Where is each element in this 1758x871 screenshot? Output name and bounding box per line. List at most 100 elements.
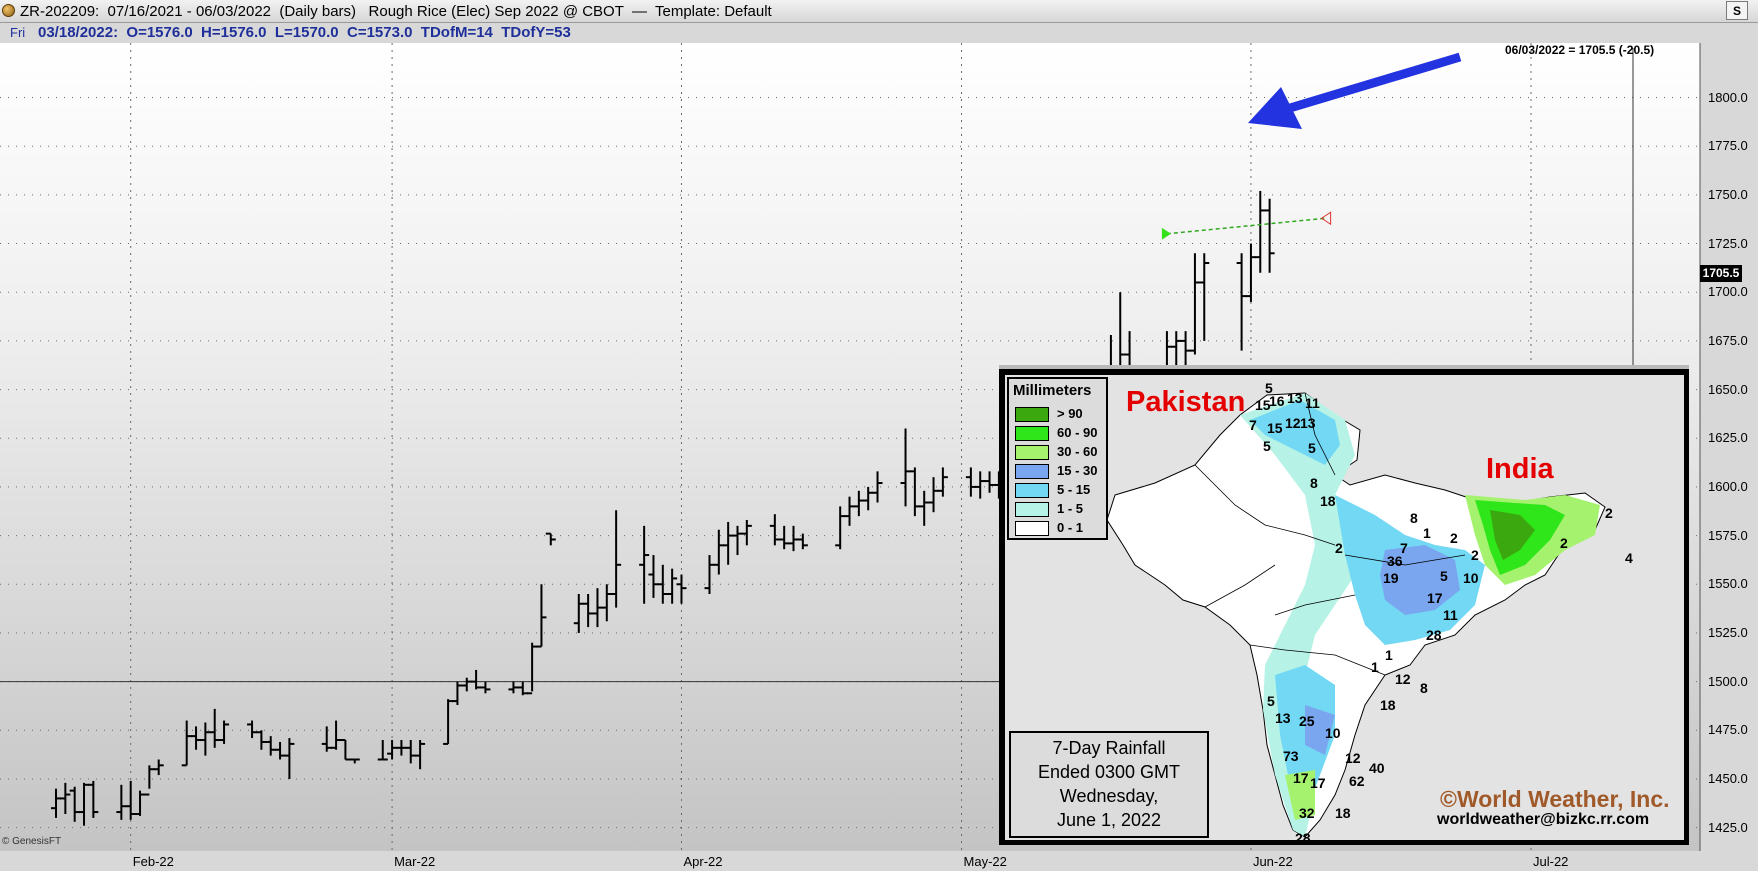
rainfall-value: 40: [1369, 760, 1385, 776]
ohlc-bar: [985, 471, 995, 492]
ohlc-bar: [602, 584, 612, 621]
rainfall-value: 2: [1560, 535, 1568, 551]
rainfall-value: 13: [1275, 710, 1291, 726]
annotations: [1162, 57, 1460, 240]
ohlc-bar: [378, 740, 388, 759]
ohlc-bar: [182, 721, 192, 766]
ohlc-bar: [452, 682, 462, 705]
rainfall-value: 4: [1625, 550, 1633, 566]
ohlc-bar: [854, 491, 864, 516]
ohlc-bar: [144, 765, 154, 794]
legend-swatch: [1015, 445, 1049, 460]
ohlc-bar: [275, 742, 285, 760]
ohlc-bar: [770, 514, 780, 545]
y-tick-label: 1475.0: [1708, 722, 1748, 737]
ohlc-bar: [396, 740, 406, 756]
rainfall-value: 2: [1471, 547, 1479, 563]
y-tick-label: 1675.0: [1708, 333, 1748, 348]
rainfall-value: 19: [1383, 570, 1399, 586]
y-tick-label: 1575.0: [1708, 528, 1748, 543]
caption-line-1: 7-Day Rainfall: [1011, 736, 1207, 760]
ohlc-bar: [835, 506, 845, 549]
legend-label: 60 - 90: [1057, 425, 1097, 440]
rainfall-map-inset: Millimeters > 90 60 - 90 30 - 60 15 - 30 5 -…: [999, 365, 1689, 845]
ohlc-bar: [1199, 253, 1209, 341]
ohlc-bar: [443, 699, 453, 744]
y-tick-label: 1550.0: [1708, 576, 1748, 591]
watermark: © GenesisFT: [2, 836, 61, 847]
caption-line-4: June 1, 2022: [1011, 808, 1207, 832]
ohlc-bar: [789, 526, 799, 551]
y-tick-label: 1700.0: [1708, 284, 1748, 299]
ohlc-bar: [1255, 191, 1265, 273]
x-tick-label: Jun-22: [1253, 854, 1293, 869]
legend-label: 1 - 5: [1057, 501, 1083, 516]
legend-label: 0 - 1: [1057, 520, 1083, 535]
ohlc-bar: [704, 555, 714, 594]
ohlc-bar: [919, 491, 929, 526]
ohlc-bar: [592, 588, 602, 627]
caption-line-2: Ended 0300 GMT: [1011, 760, 1207, 784]
ohlc-bar: [340, 740, 350, 759]
last-price-tag: 1705.5: [1700, 265, 1742, 282]
ohlc-bar: [873, 471, 883, 502]
legend-swatch: [1015, 464, 1049, 479]
legend-swatch: [1015, 502, 1049, 517]
ohlc-bar: [1190, 253, 1200, 354]
ohlc-bar: [546, 534, 556, 546]
rainfall-value: 5: [1440, 568, 1448, 584]
y-tick-label: 1725.0: [1708, 236, 1748, 251]
map-caption: 7-Day Rainfall Ended 0300 GMT Wednesday,…: [1009, 731, 1209, 838]
ohlc-bar: [723, 522, 733, 565]
map-credit: ©World Weather, Inc.: [1440, 786, 1670, 813]
y-tick-label: 1650.0: [1708, 382, 1748, 397]
ohlc-bar: [1246, 244, 1256, 302]
legend-swatch: [1015, 407, 1049, 422]
ohlc-bar: [116, 785, 126, 820]
ohlc-bar: [732, 526, 742, 555]
rainfall-value: 62: [1349, 773, 1365, 789]
y-tick-label: 1500.0: [1708, 674, 1748, 689]
rainfall-value: 5: [1263, 438, 1271, 454]
ohlc-bar: [126, 781, 136, 820]
rainfall-value: 5: [1267, 693, 1275, 709]
ohlc-bar: [154, 759, 164, 775]
label-india: India: [1486, 453, 1554, 486]
ohlc-bar: [284, 738, 294, 779]
ohlc-bar: [676, 575, 686, 604]
map-email: worldweather@bizkc.rr.com: [1437, 811, 1649, 829]
ohlc-bar: [611, 510, 621, 607]
x-tick-label: Apr-22: [683, 854, 722, 869]
y-tick-label: 1600.0: [1708, 479, 1748, 494]
rainfall-value: 16: [1269, 393, 1285, 409]
ohlc-bar: [742, 520, 752, 545]
rainfall-value: 28: [1295, 830, 1311, 840]
caption-line-3: Wednesday,: [1011, 784, 1207, 808]
ohlc-bar: [135, 791, 145, 816]
legend-label: 5 - 15: [1057, 482, 1090, 497]
ohlc-bar: [256, 730, 266, 749]
ohlc-bar: [480, 682, 490, 694]
ohlc-bar: [331, 721, 341, 750]
ohlc-bar: [574, 594, 584, 633]
rainfall-value: 5: [1308, 440, 1316, 456]
x-tick-label: Mar-22: [394, 854, 435, 869]
ohlc-bar: [527, 643, 537, 694]
x-tick-label: Feb-22: [133, 854, 174, 869]
last-price-note: 06/03/2022 = 1705.5 (-20.5): [1505, 43, 1654, 57]
ohlc-bar: [266, 736, 276, 755]
ohlc-bar: [200, 722, 210, 755]
rainfall-value: 8: [1310, 475, 1318, 491]
ohlc-bar: [583, 594, 593, 627]
ohlc-bar: [518, 682, 528, 696]
ohlc-bar: [1237, 253, 1247, 350]
rainfall-value: 11: [1443, 607, 1458, 623]
rainfall-value: 12: [1345, 750, 1361, 766]
ohlc-bar: [536, 584, 546, 646]
rainfall-value: 11: [1305, 395, 1320, 411]
rainfall-value: 12: [1285, 415, 1301, 431]
ohlc-bar: [929, 477, 939, 512]
ohlc-bar: [88, 781, 98, 818]
legend-swatch: [1015, 426, 1049, 441]
ohlc-bar: [975, 471, 985, 498]
